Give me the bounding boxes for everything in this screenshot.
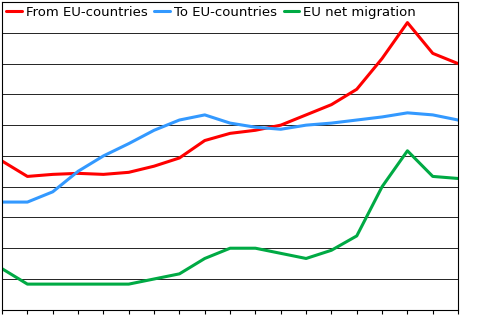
Legend: From EU-countries, To EU-countries, EU net migration: From EU-countries, To EU-countries, EU n… bbox=[3, 3, 419, 22]
